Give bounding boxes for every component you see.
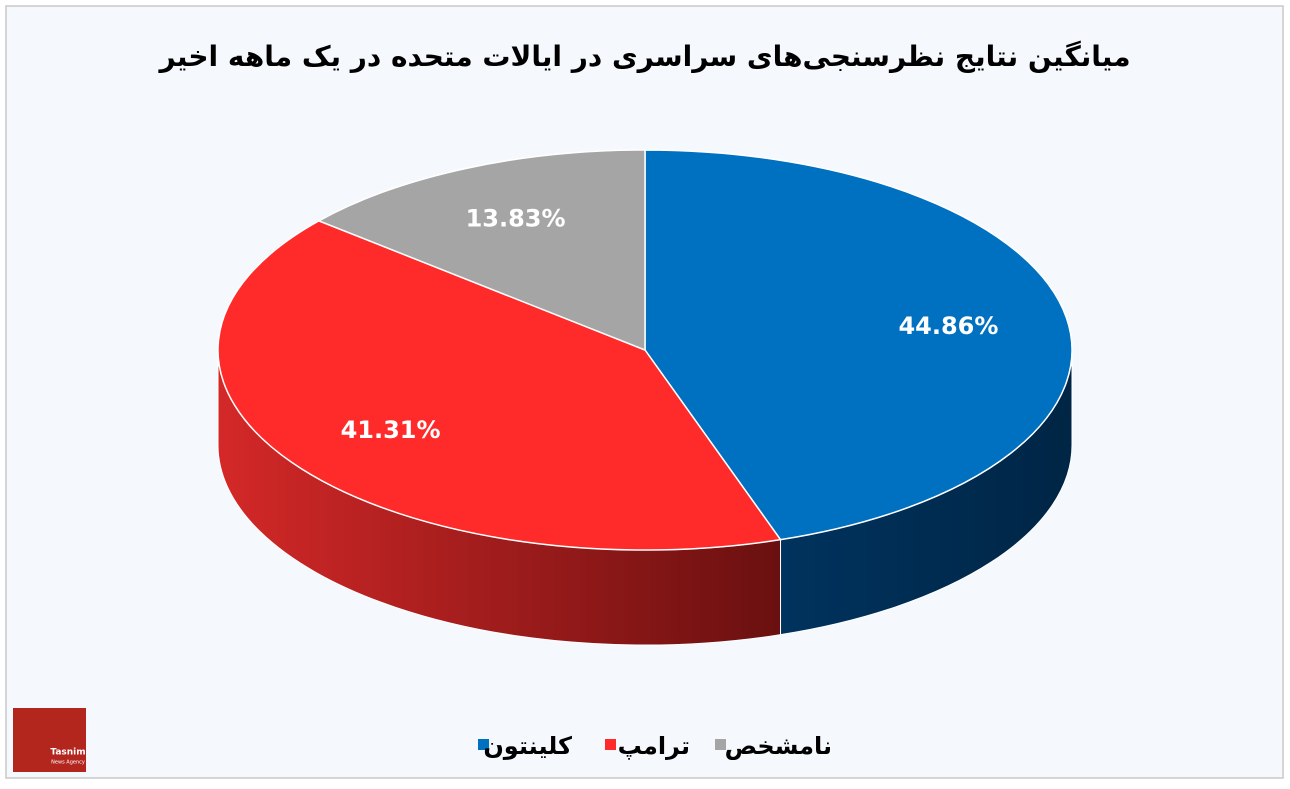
pie: 44.86% 41.31% 13.83% bbox=[217, 149, 1073, 646]
slice bbox=[217, 220, 782, 551]
slice bbox=[317, 149, 646, 352]
legend-label: نامشخص bbox=[725, 732, 832, 760]
logo: Tasnim News Agency bbox=[13, 708, 86, 772]
logo-box bbox=[13, 708, 86, 772]
data-label: 44.86% bbox=[898, 312, 998, 340]
data-label: 13.83% bbox=[466, 204, 566, 232]
slice bbox=[644, 149, 1073, 541]
legend-swatch bbox=[715, 739, 726, 750]
logo-subtitle: News Agency bbox=[51, 760, 85, 766]
chart-title: میانگین نتایج نظرسنجی‌های سراسری در ایال… bbox=[157, 40, 1130, 73]
legend: کلینتون ترامپ نامشخص bbox=[478, 732, 832, 760]
logo-name: Tasnim bbox=[50, 748, 85, 758]
legend-swatch bbox=[478, 739, 489, 750]
legend-swatch bbox=[605, 739, 616, 750]
legend-label: ترامپ bbox=[618, 732, 690, 760]
data-label: 41.31% bbox=[341, 416, 441, 444]
legend-label: کلینتون bbox=[483, 732, 572, 760]
